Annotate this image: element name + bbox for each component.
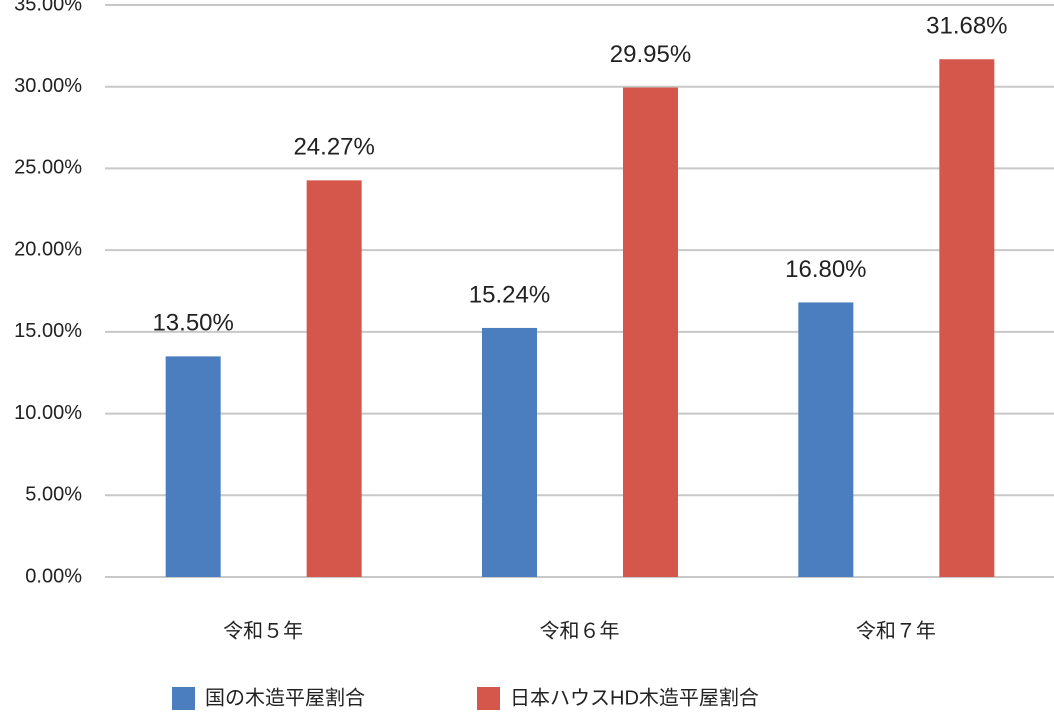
legend-label: 国の木造平屋割合: [205, 686, 365, 709]
y-tick-label: 10.00%: [14, 402, 82, 424]
bar: [306, 180, 362, 577]
x-tick-label: 令和７年: [856, 619, 936, 642]
bar: [482, 327, 537, 577]
legend-swatch: [172, 687, 195, 710]
value-label: 31.68%: [926, 13, 1007, 40]
y-tick-label: 0.00%: [25, 565, 82, 587]
bar: [798, 302, 854, 577]
legend-swatch: [477, 687, 500, 710]
value-label: 29.95%: [610, 41, 691, 68]
value-label: 24.27%: [293, 134, 374, 161]
y-tick-label: 15.00%: [14, 320, 82, 342]
bar: [939, 59, 995, 577]
x-tick-label: 令和５年: [223, 619, 303, 642]
bar: [623, 87, 678, 577]
y-tick-label: 30.00%: [14, 75, 82, 97]
legend-label: 日本ハウスHD木造平屋割合: [510, 686, 759, 709]
y-tick-label: 35.00%: [14, 0, 82, 15]
value-label: 13.50%: [152, 310, 233, 337]
bar: [165, 356, 221, 577]
value-label: 15.24%: [469, 281, 550, 308]
y-tick-label: 5.00%: [25, 484, 82, 506]
y-tick-label: 25.00%: [14, 157, 82, 179]
x-tick-label: 令和６年: [540, 619, 620, 642]
value-label: 16.80%: [785, 256, 866, 283]
y-tick-label: 20.00%: [14, 238, 82, 260]
